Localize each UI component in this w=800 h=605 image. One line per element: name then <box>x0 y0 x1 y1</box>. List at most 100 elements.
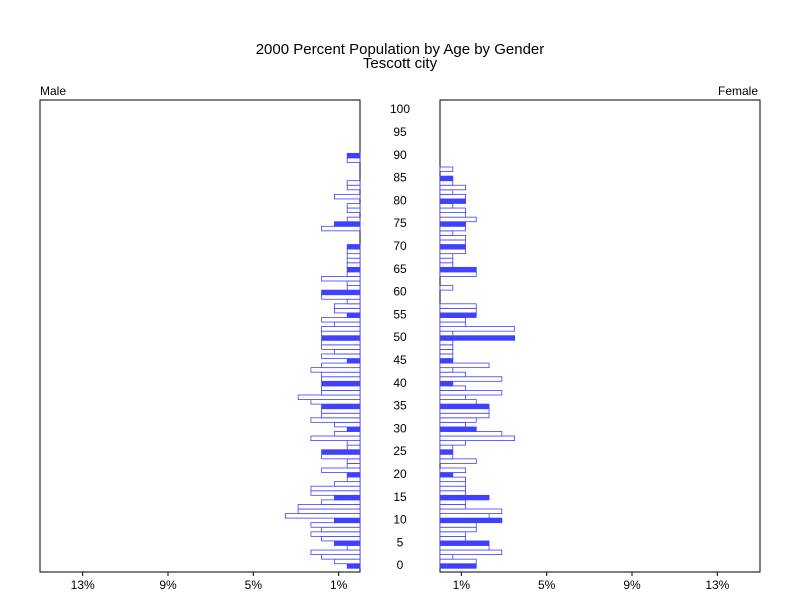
bar <box>321 317 361 323</box>
bar <box>321 390 361 396</box>
bar <box>333 481 361 487</box>
bar <box>310 490 361 496</box>
bar <box>333 321 361 328</box>
bar <box>346 426 361 432</box>
bar <box>310 399 361 405</box>
bar <box>284 513 361 519</box>
bar <box>346 312 361 318</box>
bar <box>439 376 503 382</box>
bar <box>439 248 467 255</box>
panel-label: Female <box>718 84 758 98</box>
bar <box>346 203 361 209</box>
bar <box>439 549 503 555</box>
y-tick-label: 25 <box>393 444 407 458</box>
bar <box>321 380 361 387</box>
bar <box>439 490 467 496</box>
bar <box>346 563 361 569</box>
y-tick-label: 90 <box>393 148 407 162</box>
bar <box>439 554 454 560</box>
bar <box>439 225 467 232</box>
bar <box>321 371 361 378</box>
bar <box>321 467 361 473</box>
bar <box>439 330 454 337</box>
bar <box>310 522 361 528</box>
bar <box>439 467 467 473</box>
bar <box>346 262 361 268</box>
male-panel <box>39 99 361 573</box>
bar <box>439 403 490 410</box>
bar <box>346 285 361 291</box>
bar <box>346 266 361 273</box>
bar <box>439 321 467 328</box>
bar <box>321 353 361 359</box>
bar <box>439 353 454 359</box>
bar <box>321 225 361 232</box>
bar <box>439 517 503 524</box>
bar <box>439 175 454 182</box>
y-tick-label: 55 <box>393 307 407 321</box>
bar <box>321 376 361 382</box>
bar <box>346 253 361 259</box>
bar <box>439 390 503 396</box>
bar <box>333 221 361 227</box>
bar <box>297 508 361 514</box>
y-tick-label: 100 <box>390 102 410 116</box>
bar <box>439 312 477 318</box>
y-tick-label: 70 <box>393 239 407 253</box>
bar <box>333 431 361 437</box>
y-tick-label: 75 <box>393 216 407 230</box>
bar <box>439 198 467 204</box>
bar <box>439 435 516 442</box>
bar <box>439 362 490 369</box>
bar <box>346 545 361 551</box>
bar <box>346 271 361 277</box>
bar <box>310 417 361 423</box>
bar <box>439 230 454 236</box>
bar <box>310 435 361 442</box>
bar <box>346 184 361 191</box>
bar <box>439 394 467 400</box>
bar <box>439 371 467 378</box>
bar <box>439 399 477 405</box>
y-tick-label: 35 <box>393 399 407 413</box>
bar <box>439 449 454 455</box>
bar <box>439 266 477 273</box>
bar <box>346 157 361 163</box>
bar <box>439 271 477 277</box>
bar <box>321 535 361 542</box>
bar <box>321 289 361 296</box>
bar <box>321 449 361 455</box>
bar <box>346 444 361 451</box>
y-tick-label: 50 <box>393 330 407 344</box>
y-tick-label: 45 <box>393 353 407 367</box>
bar <box>439 545 490 551</box>
bar <box>439 344 454 350</box>
bar <box>346 180 361 186</box>
y-tick-label: 10 <box>393 513 407 527</box>
bar <box>346 440 361 446</box>
bar <box>346 298 361 305</box>
bar <box>439 431 503 437</box>
bar <box>321 294 361 300</box>
bar <box>439 257 454 264</box>
bar <box>346 458 361 464</box>
y-tick-label: 30 <box>393 421 407 435</box>
bar <box>439 540 490 546</box>
y-tick-label: 65 <box>393 262 407 276</box>
bar <box>310 549 361 555</box>
bar <box>439 380 454 387</box>
bar <box>310 367 361 373</box>
bar <box>439 499 467 505</box>
bar <box>439 307 477 314</box>
bar <box>321 330 361 337</box>
bar <box>333 558 361 565</box>
bar <box>439 253 454 259</box>
bar <box>439 453 454 460</box>
bar <box>439 317 467 323</box>
bar <box>439 426 477 432</box>
bar <box>439 348 454 355</box>
bar <box>439 494 490 501</box>
bar <box>439 408 490 414</box>
bar <box>439 262 454 268</box>
bar <box>439 166 454 172</box>
